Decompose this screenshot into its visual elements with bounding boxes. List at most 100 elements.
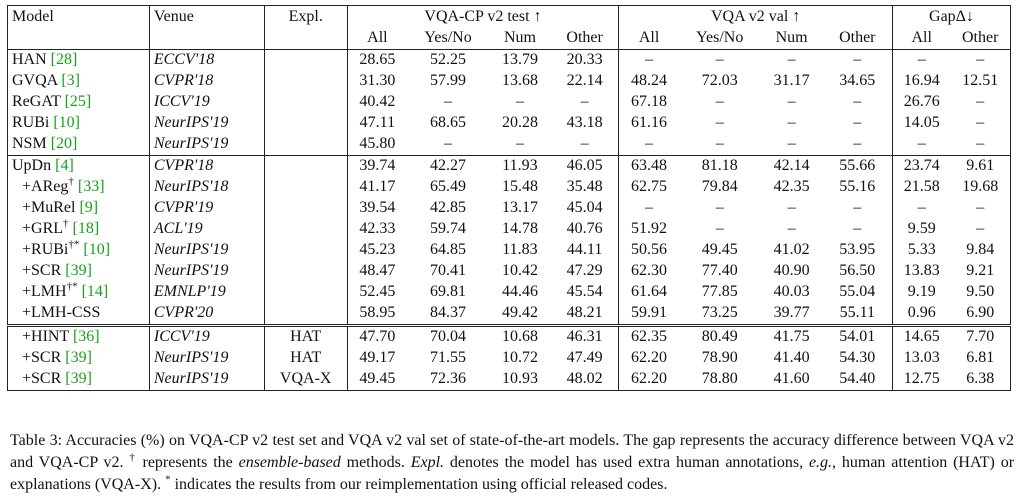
gap-value: 9.21: [950, 260, 1012, 282]
cp-value: 45.23: [359, 241, 396, 258]
cp-value: 40.42: [359, 93, 396, 110]
v2-value: –: [822, 218, 893, 240]
gap-value: 13.83: [903, 262, 940, 279]
v2-value: 54.40: [822, 368, 893, 391]
citation-link[interactable]: [39]: [65, 349, 92, 366]
citation-link[interactable]: [14]: [81, 283, 109, 300]
venue-cell: ICCV'19: [149, 91, 265, 113]
v2-value: –: [760, 48, 823, 71]
cp-value: 10.68: [489, 323, 551, 348]
table-row: UpDn [4] CVPR'18 39.74 42.27 11.93 46.05 63.48…: [7, 154, 1012, 177]
v2-value: 55.11: [822, 302, 893, 326]
cp-value: 28.65: [347, 48, 408, 71]
v2-value: 80.49: [678, 323, 761, 348]
v2-value: 62.20: [618, 368, 679, 391]
venue-cell: EMNLP'19: [149, 281, 265, 303]
model-name: HAN: [12, 51, 47, 68]
table-row: NSM [20] NeurIPS'19 45.80– – – – – – – – –: [7, 133, 1012, 155]
citation-link[interactable]: [10]: [53, 114, 80, 131]
v2-value: 62.35: [618, 323, 679, 348]
venue-cell: ICCV'19: [149, 323, 265, 348]
cp-value: 11.83: [502, 241, 538, 258]
citation-link[interactable]: [33]: [77, 178, 105, 195]
citation-link[interactable]: [10]: [83, 241, 111, 258]
cp-value: 46.31: [550, 323, 620, 348]
citation-link[interactable]: [3]: [61, 72, 80, 89]
expl-cell: [264, 218, 348, 240]
citation-link[interactable]: [28]: [50, 51, 78, 68]
cp-value: 10.72: [501, 349, 538, 366]
cp-value: 84.37: [407, 302, 489, 326]
cp-value: –: [550, 91, 620, 113]
v2-value: 62.75: [631, 178, 668, 195]
citation-link[interactable]: [36]: [72, 328, 100, 345]
citation-link[interactable]: [18]: [72, 220, 100, 237]
citation-link[interactable]: [39]: [65, 370, 92, 387]
caption-expl: Expl.: [410, 454, 445, 471]
table-row: +SCR [39] NeurIPS'19 VQA-X 49.45 72.36 10.93 4…: [7, 368, 1012, 391]
model-cell: +SCR [39]: [7, 368, 150, 391]
venue-cell: ACL'19: [149, 218, 265, 240]
gap-value: 9.59: [907, 220, 936, 237]
gap-value: 5.33: [907, 241, 936, 258]
v2-value: 77.40: [701, 262, 738, 279]
venue-cell: NeurIPS'19: [149, 239, 265, 261]
model-marker: †: [68, 175, 74, 188]
cp-value: 39.74: [347, 154, 408, 177]
v2-value: 42.14: [760, 154, 823, 177]
model-name: +SCR: [22, 370, 62, 387]
cp-value: 10.42: [501, 262, 538, 279]
model-name: +MuRel: [22, 199, 76, 216]
cp-value: 48.47: [359, 262, 396, 279]
caption-part5: , human attention (HAT) or explanations …: [10, 454, 1015, 493]
table-row: +AReg† [33] NeurIPS'18 41.17 65.49 15.48 35.4…: [7, 175, 1012, 198]
cp-value: 46.05: [550, 154, 620, 177]
expl-cell: [264, 91, 348, 113]
citation-link[interactable]: [20]: [50, 135, 78, 152]
venue-cell: ECCV'18: [149, 48, 265, 71]
model-cell: +AReg† [33]: [7, 175, 150, 198]
cp-value: 44.46: [501, 283, 538, 300]
expl-cell: [264, 302, 348, 326]
caption-part1: Table 3: Accuracies (%) on VQA-CP v2 tes…: [10, 432, 1014, 471]
v2-value: 78.80: [678, 368, 761, 391]
model-cell: +MuRel [9]: [7, 197, 150, 219]
expl-cell: [264, 260, 348, 282]
venue-cell: CVPR'19: [149, 197, 265, 219]
subheader-cp-all: All: [367, 29, 388, 46]
v2-value: 31.17: [773, 72, 810, 89]
model-name: +RUBi: [22, 241, 69, 258]
subheader-cp-yesno: Yes/No: [424, 29, 472, 46]
citation-link[interactable]: [39]: [65, 262, 92, 279]
cp-value: 13.79: [489, 48, 551, 71]
table-group-b: UpDn [4] CVPR'18 39.74 42.27 11.93 46.05 63.48…: [7, 154, 1012, 326]
gap-value: –: [950, 48, 1012, 71]
cp-value: –: [515, 93, 524, 110]
citation-link[interactable]: [9]: [79, 199, 99, 216]
caption-part2: represents the: [136, 454, 239, 471]
v2-value: –: [822, 197, 893, 219]
cp-value: –: [444, 135, 453, 152]
cp-value: 13.68: [501, 72, 538, 89]
model-cell: NSM [20]: [7, 133, 150, 155]
model-name: +SCR: [22, 349, 62, 366]
v2-value: 41.75: [760, 323, 823, 348]
cp-value: 58.95: [347, 302, 408, 326]
cp-value: 71.55: [430, 349, 467, 366]
cp-value: 10.93: [489, 368, 551, 391]
v2-value: –: [715, 114, 724, 131]
gap-value: –: [950, 133, 1012, 155]
v2-value: 54.30: [822, 347, 893, 369]
model-marker: †*: [68, 238, 80, 251]
venue-cell: NeurIPS'19: [149, 347, 265, 369]
subheader-v2-yesno: Yes/No: [696, 29, 744, 46]
citation-link[interactable]: [4]: [55, 157, 74, 174]
model-cell: +LMH†* [14]: [7, 281, 150, 303]
v2-value: –: [787, 220, 796, 237]
citation-link[interactable]: [25]: [64, 93, 92, 110]
table-row: +RUBi†* [10] NeurIPS'19 45.23 64.85 11.83 44.…: [7, 238, 1012, 261]
model-name: RUBi: [12, 114, 50, 131]
table-row: +SCR [39] NeurIPS'19 48.47 70.41 10.42 47.29 6…: [7, 260, 1012, 282]
v2-value: –: [618, 48, 679, 71]
header-gap: GapΔ↓: [892, 5, 1011, 28]
